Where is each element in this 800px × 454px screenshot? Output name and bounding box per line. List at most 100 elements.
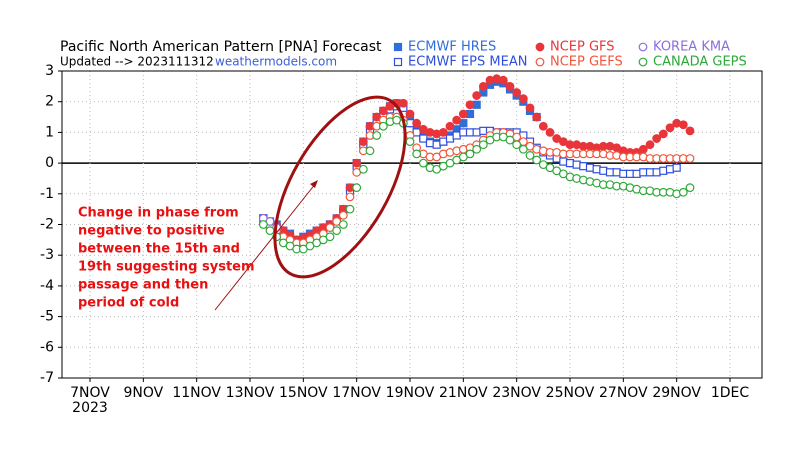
marker bbox=[265, 226, 275, 236]
marker bbox=[325, 232, 335, 242]
y-tick-label: -3 bbox=[40, 247, 54, 263]
marker bbox=[612, 168, 621, 177]
marker bbox=[425, 139, 435, 148]
legend-label: KOREA KMA bbox=[653, 40, 730, 55]
marker bbox=[518, 144, 528, 154]
x-tick-label: 19NOV bbox=[386, 385, 435, 401]
marker bbox=[678, 120, 688, 130]
legend-label: ECMWF EPS MEAN bbox=[408, 55, 527, 70]
y-tick-label: 3 bbox=[45, 63, 54, 79]
x-tick-label: 21NOV bbox=[439, 385, 488, 401]
arrow-line bbox=[214, 182, 317, 311]
marker bbox=[572, 160, 581, 169]
marker bbox=[345, 192, 355, 202]
marker bbox=[405, 137, 415, 147]
x-tick-label: 29NOV bbox=[652, 385, 701, 401]
marker bbox=[458, 109, 468, 119]
marker bbox=[378, 106, 388, 116]
marker bbox=[338, 220, 348, 229]
x-tick-label: 15NOV bbox=[279, 385, 328, 401]
marker bbox=[652, 168, 661, 177]
y-tick-label: 0 bbox=[45, 155, 54, 171]
marker bbox=[565, 159, 575, 168]
y-tick-label: 1 bbox=[45, 124, 54, 140]
y-tick-label: -5 bbox=[40, 309, 54, 325]
marker bbox=[658, 129, 668, 139]
x-tick-label: 13NOV bbox=[226, 385, 275, 401]
marker bbox=[445, 121, 455, 131]
marker bbox=[478, 81, 488, 91]
marker bbox=[532, 155, 542, 165]
marker bbox=[685, 126, 695, 136]
y-tick-label: -7 bbox=[40, 370, 54, 386]
x-tick-label: 23NOV bbox=[492, 385, 541, 401]
x-year-label: 2023 bbox=[72, 400, 108, 416]
chart-title: Pacific North American Pattern [PNA] For… bbox=[60, 39, 382, 55]
marker bbox=[465, 128, 475, 137]
x-tick-label: 9NOV bbox=[123, 385, 163, 401]
marker bbox=[525, 151, 535, 160]
marker bbox=[465, 149, 475, 159]
marker bbox=[592, 165, 601, 174]
y-tick-label: 2 bbox=[45, 94, 54, 110]
legend-label: NCEP GEFS bbox=[550, 55, 623, 70]
marker bbox=[358, 164, 368, 174]
legend-marker bbox=[535, 57, 545, 67]
marker bbox=[619, 169, 628, 178]
marker bbox=[659, 166, 668, 175]
marker bbox=[332, 226, 342, 236]
annotation-line: between the 15th and bbox=[78, 242, 240, 257]
marker bbox=[358, 137, 368, 147]
legend-marker bbox=[535, 42, 545, 52]
marker bbox=[632, 169, 641, 178]
marker bbox=[625, 169, 635, 178]
marker bbox=[505, 81, 515, 91]
marker bbox=[459, 119, 468, 128]
marker bbox=[452, 115, 462, 125]
marker bbox=[645, 140, 655, 150]
marker bbox=[665, 123, 675, 133]
marker bbox=[665, 165, 675, 174]
marker bbox=[439, 137, 448, 146]
x-tick-label: 27NOV bbox=[599, 385, 648, 401]
marker bbox=[405, 109, 415, 119]
annotation: Change in phase from negative to positive… bbox=[78, 206, 255, 311]
marker bbox=[585, 163, 595, 172]
marker bbox=[432, 140, 441, 149]
marker bbox=[672, 163, 681, 172]
marker bbox=[445, 134, 455, 143]
marker bbox=[652, 134, 662, 143]
y-tick-label: -2 bbox=[40, 217, 54, 233]
marker bbox=[579, 162, 588, 171]
marker bbox=[479, 126, 488, 135]
marker bbox=[398, 98, 408, 108]
marker bbox=[498, 75, 508, 85]
marker bbox=[472, 91, 482, 100]
marker bbox=[478, 140, 488, 150]
marker bbox=[258, 220, 268, 229]
marker bbox=[452, 131, 461, 140]
marker bbox=[472, 128, 481, 137]
legend-marker bbox=[393, 57, 403, 67]
marker bbox=[599, 166, 608, 175]
marker bbox=[505, 135, 515, 145]
marker bbox=[559, 157, 568, 166]
marker bbox=[352, 183, 362, 193]
legend-label: CANADA GEPS bbox=[653, 55, 747, 70]
legend-marker bbox=[393, 42, 403, 52]
chart-subtitle: Updated --> 2023111312 bbox=[60, 55, 214, 69]
marker bbox=[352, 158, 362, 168]
marker bbox=[345, 204, 355, 214]
marker bbox=[438, 127, 448, 137]
marker bbox=[518, 94, 528, 104]
marker bbox=[418, 158, 428, 168]
marker bbox=[605, 168, 615, 177]
marker bbox=[512, 88, 522, 97]
highlight-ellipse bbox=[273, 95, 407, 279]
annotation-line: 19th suggesting system bbox=[78, 260, 255, 275]
marker bbox=[645, 168, 655, 177]
marker bbox=[532, 112, 542, 122]
x-tick-label: 1DEC bbox=[711, 385, 750, 401]
marker bbox=[412, 149, 422, 159]
